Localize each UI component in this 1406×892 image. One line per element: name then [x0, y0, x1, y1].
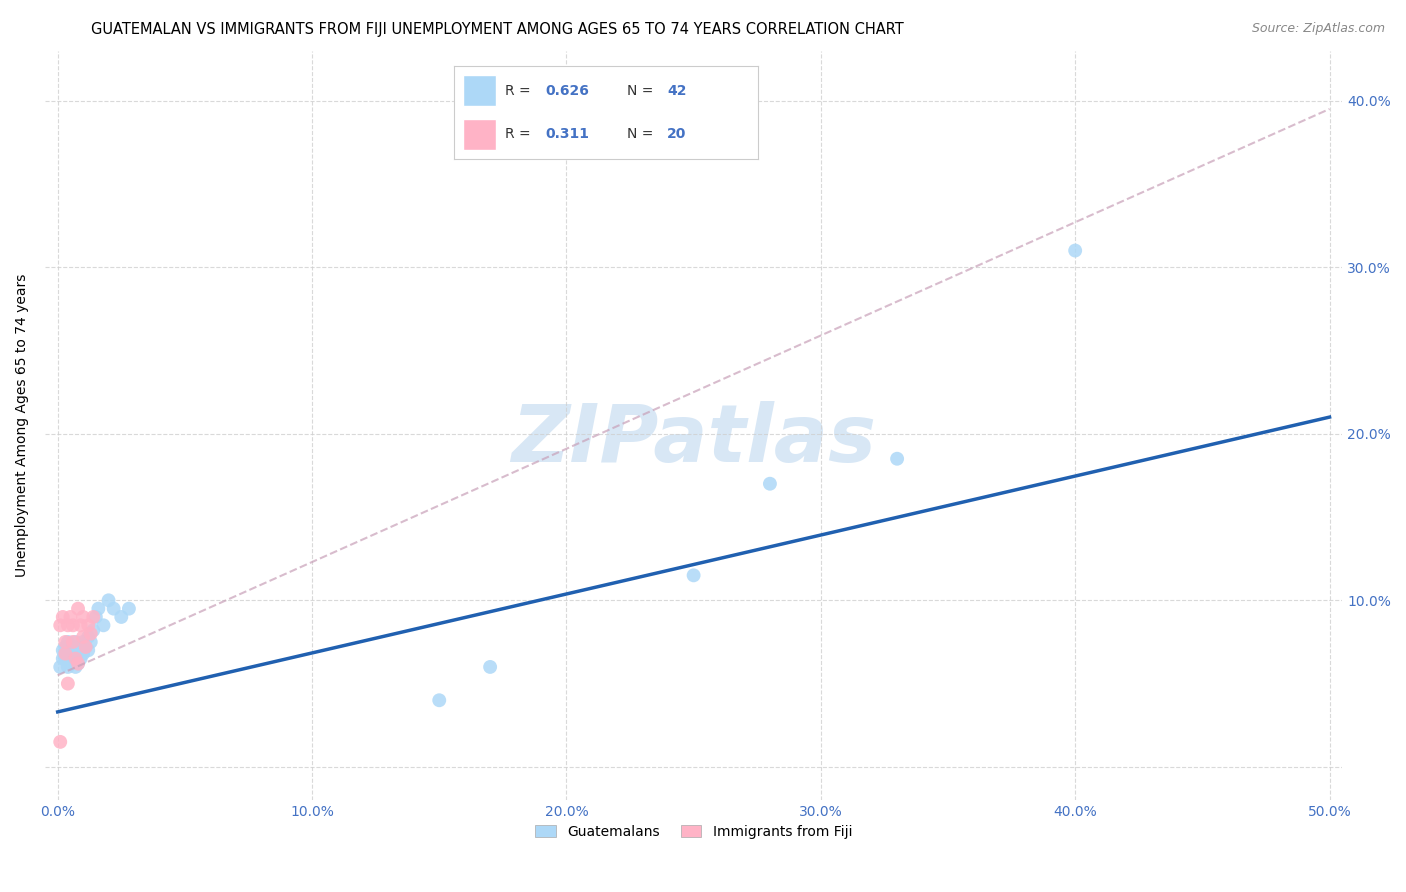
Legend: Guatemalans, Immigrants from Fiji: Guatemalans, Immigrants from Fiji — [529, 818, 859, 846]
Point — [118, 601, 141, 615]
Point — [59, 610, 82, 624]
Point — [52, 610, 75, 624]
Point — [62, 651, 84, 665]
Point — [49, 660, 72, 674]
Point — [62, 635, 84, 649]
Point — [72, 610, 94, 624]
Point — [59, 657, 82, 671]
Point — [93, 618, 115, 632]
Point — [67, 640, 90, 654]
Point — [56, 647, 79, 661]
Point — [59, 651, 82, 665]
Point — [97, 593, 120, 607]
Point — [65, 651, 87, 665]
Point — [77, 643, 100, 657]
Point — [84, 610, 107, 624]
Point — [80, 635, 103, 649]
Point — [82, 610, 104, 624]
Text: ZIPatlas: ZIPatlas — [512, 401, 876, 479]
Point — [759, 476, 782, 491]
Point — [56, 618, 79, 632]
Point — [82, 624, 104, 638]
Point — [75, 640, 97, 654]
Point — [52, 643, 75, 657]
Point — [56, 676, 79, 690]
Point — [103, 601, 125, 615]
Point — [67, 657, 90, 671]
Y-axis label: Unemployment Among Ages 65 to 74 years: Unemployment Among Ages 65 to 74 years — [15, 274, 30, 577]
Point — [72, 635, 94, 649]
Point — [77, 630, 100, 644]
Point — [49, 735, 72, 749]
Point — [62, 640, 84, 654]
Point — [886, 451, 908, 466]
Point — [65, 635, 87, 649]
Point — [65, 660, 87, 674]
Point — [1064, 244, 1087, 258]
Point — [52, 651, 75, 665]
Point — [53, 647, 76, 661]
Point — [682, 568, 704, 582]
Point — [479, 660, 502, 674]
Point — [67, 647, 90, 661]
Point — [56, 635, 79, 649]
Point — [65, 647, 87, 661]
Point — [427, 693, 450, 707]
Point — [53, 640, 76, 654]
Text: Source: ZipAtlas.com: Source: ZipAtlas.com — [1251, 22, 1385, 36]
Point — [72, 647, 94, 661]
Point — [67, 601, 90, 615]
Point — [67, 657, 90, 671]
Point — [69, 643, 91, 657]
Point — [69, 618, 91, 632]
Point — [59, 643, 82, 657]
Point — [49, 618, 72, 632]
Point — [80, 626, 103, 640]
Point — [62, 618, 84, 632]
Point — [53, 647, 76, 661]
Point — [77, 618, 100, 632]
Point — [69, 651, 91, 665]
Point — [56, 660, 79, 674]
Point — [53, 651, 76, 665]
Text: GUATEMALAN VS IMMIGRANTS FROM FIJI UNEMPLOYMENT AMONG AGES 65 TO 74 YEARS CORREL: GUATEMALAN VS IMMIGRANTS FROM FIJI UNEMP… — [91, 22, 904, 37]
Point — [75, 640, 97, 654]
Point — [87, 601, 110, 615]
Point — [72, 630, 94, 644]
Point — [53, 635, 76, 649]
Point — [110, 610, 132, 624]
